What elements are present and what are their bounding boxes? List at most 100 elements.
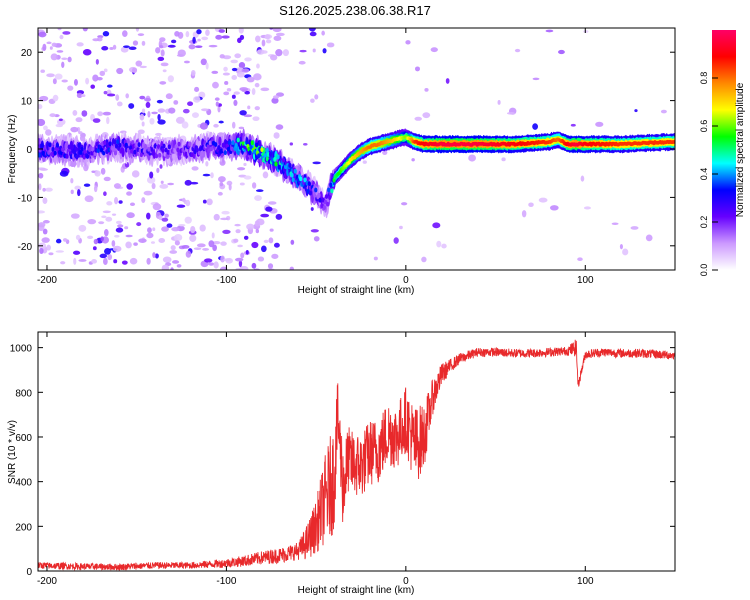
- spectrogram-noise-cell: [256, 63, 260, 69]
- spectrogram-noise-cell: [171, 226, 180, 232]
- spectrogram-noise-cell: [501, 157, 506, 162]
- spectrogram-ridge-cell: [128, 145, 133, 151]
- spectrogram-noise-cell: [401, 202, 408, 206]
- spectrogram-noise-cell: [138, 238, 147, 243]
- spectrogram-noise-cell: [193, 96, 201, 103]
- spectrogram-noise-cell: [532, 77, 540, 81]
- spectrogram-noise-cell: [181, 244, 190, 249]
- spectrogram-noise-cell: [275, 32, 285, 37]
- spectrogram-noise-cell: [254, 195, 262, 201]
- spectrogram-noise-cell: [152, 252, 156, 258]
- spectrogram-ridge-cell: [95, 141, 99, 147]
- spectrogram-noise-cell: [174, 31, 180, 37]
- spectrogram-noise-cell: [289, 266, 294, 270]
- spectrogram-noise-cell: [139, 65, 147, 69]
- spectrogram-noise-cell: [267, 201, 277, 205]
- spectrogram-ridge-cell: [218, 136, 222, 146]
- spectrogram-ridge-cell: [91, 147, 95, 152]
- colorbar-axis: 0.0 0.2 0.4 0.6 0.8: [699, 72, 718, 277]
- spectrogram-noise-cell: [167, 44, 176, 48]
- spectrogram-noise-cell: [570, 123, 576, 127]
- spectrogram-noise-cell: [157, 108, 166, 113]
- spectrogram-noise-cell: [42, 220, 50, 224]
- spectrogram-noise-cell: [188, 44, 196, 50]
- spectrogram-noise-cell: [126, 212, 135, 219]
- spectrogram-noise-cell: [62, 31, 71, 35]
- spectrogram-noise-cell: [136, 222, 142, 227]
- snr-frame: [37, 331, 676, 572]
- spectrogram-noise-cell: [282, 49, 289, 57]
- spectrogram-noise-cell: [221, 210, 230, 215]
- spectrogram-noise-cell: [414, 116, 422, 121]
- colorbar-tick-label: 0.0: [699, 264, 709, 277]
- spectrogram-noise-cell: [263, 239, 269, 243]
- spectrogram-noise-cell: [215, 34, 223, 40]
- spectrogram-noise-cell: [38, 172, 44, 179]
- spectrogram-ridge-cell: [102, 150, 106, 156]
- spectrogram-cells: [38, 28, 675, 270]
- spectrogram-noise-cell: [630, 226, 639, 230]
- spectrogram-noise-cell: [183, 60, 190, 64]
- spectrogram-noise-cell: [231, 121, 236, 129]
- y-tick-label: 20: [21, 48, 33, 59]
- spectrogram-noise-cell: [38, 31, 47, 38]
- spectrogram-noise-cell: [240, 252, 245, 259]
- spectrogram-noise-cell: [244, 90, 250, 95]
- spectrogram-ridge-cell: [111, 147, 115, 153]
- spectrogram-noise-cell: [156, 167, 160, 173]
- spectrogram-ridge-cell: [154, 153, 159, 159]
- spectrogram-noise-cell: [59, 170, 69, 177]
- spectrogram-noise-cell: [238, 28, 244, 34]
- colorbar-tick-label: 0.4: [699, 168, 709, 181]
- spectrogram-noise-cell: [208, 240, 215, 248]
- spectrogram-noise-cell: [223, 91, 230, 96]
- spectrogram-noise-cell: [432, 222, 441, 229]
- spectrogram-noise-cell: [139, 113, 145, 121]
- spectrogram-noise-cell: [219, 54, 225, 59]
- spectrogram-noise-cell: [202, 173, 211, 177]
- spectrogram-noise-cell: [55, 123, 63, 128]
- spectrogram-ridge-cell: [151, 151, 155, 156]
- spectrogram-noise-cell: [189, 234, 197, 242]
- spectrogram-noise-cell: [310, 207, 314, 211]
- y-tick-label: 600: [15, 433, 32, 444]
- spectrogram-noise-cell: [51, 42, 57, 47]
- spectrogram-noise-cell: [85, 77, 90, 85]
- spectrogram-ridge-cell: [276, 154, 280, 160]
- spectrogram-noise-cell: [175, 116, 185, 124]
- spectrogram-noise-cell: [76, 92, 83, 99]
- spectrogram-noise-cell: [255, 218, 265, 226]
- spectrogram-noise-cell: [243, 162, 247, 166]
- spectrogram-ridge-cell: [75, 154, 79, 160]
- spectrogram-noise-cell: [202, 248, 210, 251]
- spectrogram-noise-cell: [158, 214, 163, 221]
- spectrogram-ridge-cell: [55, 142, 59, 148]
- spectrogram-ridge-cell: [290, 172, 294, 178]
- spectrogram-noise-cell: [122, 30, 128, 38]
- spectrogram-noise-cell: [233, 99, 238, 107]
- spectrogram-noise-cell: [190, 225, 196, 234]
- spectrogram-noise-cell: [101, 215, 107, 219]
- spectrogram-noise-cell: [157, 56, 165, 62]
- spectrogram-noise-cell: [213, 261, 219, 269]
- spectrogram-noise-cell: [115, 220, 122, 225]
- spectrogram-noise-cell: [99, 253, 108, 259]
- spectrogram-noise-cell: [176, 204, 186, 208]
- spectrogram-noise-cell: [218, 29, 225, 33]
- spectrogram-noise-cell: [583, 30, 589, 33]
- spectrogram-noise-cell: [146, 232, 154, 239]
- spectrogram-noise-cell: [141, 108, 146, 114]
- spectrogram-noise-cell: [151, 182, 156, 190]
- spectrogram-noise-cell: [275, 213, 283, 220]
- spectrogram-ridge-cell: [226, 146, 231, 152]
- spectrogram-ridge-cell: [53, 150, 57, 156]
- spectrogram-noise-cell: [102, 111, 112, 116]
- spectrogram-ridge-cell: [38, 152, 41, 158]
- spectrogram-noise-cell: [213, 123, 219, 128]
- spectrogram-noise-cell: [151, 111, 158, 115]
- x-tick-label: 0: [403, 275, 409, 286]
- spectrogram-noise-cell: [231, 67, 238, 72]
- spectrogram-noise-cell: [152, 203, 162, 211]
- spectrogram-noise-cell: [101, 46, 109, 51]
- spectrogram-noise-cell: [235, 257, 244, 262]
